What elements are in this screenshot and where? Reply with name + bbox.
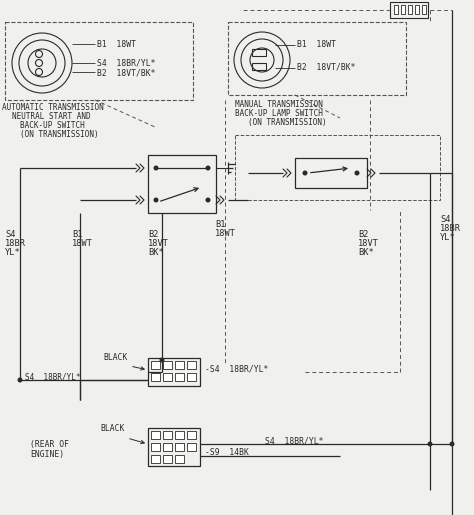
Text: 18BR: 18BR bbox=[440, 224, 461, 233]
Bar bbox=[163, 361, 172, 369]
Bar bbox=[390, 2, 428, 18]
Circle shape bbox=[428, 441, 432, 447]
Bar bbox=[408, 5, 412, 14]
Bar bbox=[163, 443, 172, 451]
Circle shape bbox=[449, 441, 455, 447]
Text: BK*: BK* bbox=[148, 248, 164, 257]
Text: (REAR OF: (REAR OF bbox=[30, 440, 69, 449]
Text: BK*: BK* bbox=[358, 248, 374, 257]
Text: S4  18BR/YL*: S4 18BR/YL* bbox=[265, 436, 323, 445]
Bar bbox=[148, 358, 200, 386]
Bar bbox=[187, 373, 196, 381]
Circle shape bbox=[154, 197, 158, 202]
Text: BACK-UP SWITCH: BACK-UP SWITCH bbox=[20, 121, 85, 130]
Text: YL*: YL* bbox=[440, 233, 456, 242]
Bar bbox=[175, 361, 184, 369]
Bar bbox=[175, 431, 184, 439]
Text: S4: S4 bbox=[5, 230, 16, 239]
Bar bbox=[175, 443, 184, 451]
Bar bbox=[252, 49, 266, 56]
Text: AUTOMATIC TRANSMISSION: AUTOMATIC TRANSMISSION bbox=[2, 103, 104, 112]
Text: B2  18VT/BK*: B2 18VT/BK* bbox=[297, 63, 356, 72]
Bar bbox=[151, 361, 160, 369]
Bar bbox=[175, 455, 184, 463]
Text: (ON TRANSMISSION): (ON TRANSMISSION) bbox=[20, 130, 99, 139]
Circle shape bbox=[154, 165, 158, 170]
Bar bbox=[151, 455, 160, 463]
Text: BLACK: BLACK bbox=[100, 424, 124, 433]
Bar bbox=[151, 431, 160, 439]
Text: B2: B2 bbox=[358, 230, 368, 239]
Bar bbox=[422, 5, 426, 14]
Bar bbox=[148, 428, 200, 466]
Text: B2: B2 bbox=[148, 230, 158, 239]
Bar bbox=[151, 373, 160, 381]
Text: 18VT: 18VT bbox=[148, 239, 169, 248]
Text: S4: S4 bbox=[440, 215, 450, 224]
Bar bbox=[187, 431, 196, 439]
Bar bbox=[5, 22, 193, 100]
Bar bbox=[151, 443, 160, 451]
Bar bbox=[148, 155, 216, 213]
Text: 18WT: 18WT bbox=[215, 229, 236, 238]
Circle shape bbox=[206, 197, 210, 202]
Text: -S4  18BR/YL*: -S4 18BR/YL* bbox=[205, 364, 268, 373]
Text: NEUTRAL START AND: NEUTRAL START AND bbox=[12, 112, 91, 121]
Text: S4  18BR/YL*: S4 18BR/YL* bbox=[97, 58, 155, 67]
Bar bbox=[394, 5, 398, 14]
Bar bbox=[175, 373, 184, 381]
Text: 18VT: 18VT bbox=[358, 239, 379, 248]
Bar bbox=[401, 5, 405, 14]
Text: YL*: YL* bbox=[5, 248, 21, 257]
Bar bbox=[187, 361, 196, 369]
Text: B2  18VT/BK*: B2 18VT/BK* bbox=[97, 68, 155, 77]
Bar bbox=[163, 373, 172, 381]
Circle shape bbox=[206, 165, 210, 170]
Bar bbox=[163, 455, 172, 463]
Circle shape bbox=[18, 377, 22, 383]
Circle shape bbox=[159, 357, 164, 363]
Bar bbox=[415, 5, 419, 14]
Text: 18WT: 18WT bbox=[72, 239, 93, 248]
Text: MANUAL TRANSMISSION: MANUAL TRANSMISSION bbox=[235, 100, 323, 109]
Text: B1  18WT: B1 18WT bbox=[97, 40, 136, 49]
Text: -S9  14BK: -S9 14BK bbox=[205, 448, 249, 457]
Bar bbox=[235, 135, 440, 200]
Text: B1: B1 bbox=[72, 230, 82, 239]
Text: B1: B1 bbox=[215, 220, 226, 229]
Text: ENGINE): ENGINE) bbox=[30, 450, 64, 459]
Bar bbox=[228, 22, 406, 95]
Text: (ON TRANSMISSION): (ON TRANSMISSION) bbox=[248, 118, 327, 127]
Bar bbox=[252, 63, 266, 70]
Text: BLACK: BLACK bbox=[103, 353, 128, 362]
Text: S4  18BR/YL*: S4 18BR/YL* bbox=[25, 373, 81, 382]
Text: B1  18WT: B1 18WT bbox=[297, 40, 336, 49]
Text: 18BR: 18BR bbox=[5, 239, 26, 248]
Bar bbox=[163, 431, 172, 439]
Bar bbox=[295, 158, 367, 188]
Circle shape bbox=[355, 170, 359, 176]
Circle shape bbox=[302, 170, 308, 176]
Text: BACK-UP LAMP SWITCH: BACK-UP LAMP SWITCH bbox=[235, 109, 323, 118]
Bar bbox=[187, 443, 196, 451]
